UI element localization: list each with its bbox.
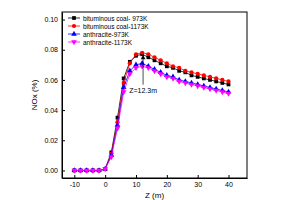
legend-label: anthracite-1173K <box>83 39 133 46</box>
series-marker <box>102 167 108 172</box>
series-marker <box>219 90 225 95</box>
series-marker <box>127 72 133 77</box>
series-marker <box>226 92 232 97</box>
series-marker <box>202 73 206 77</box>
series-line <box>74 53 228 171</box>
series-marker <box>208 75 212 79</box>
y-axis-title: NOx (%) <box>30 79 39 110</box>
series-marker <box>213 89 219 94</box>
annotation-arrowhead <box>141 55 146 59</box>
legend-marker <box>72 24 76 28</box>
series-line <box>74 63 228 170</box>
series-marker <box>171 64 175 68</box>
x-tick: 0 <box>104 175 108 188</box>
chart: -10 0 10 20 30 40 0.00 0.02 0.04 0.06 0.08 0.10 Z=12… <box>0 0 300 200</box>
series-marker <box>182 81 188 86</box>
series-marker <box>115 127 121 132</box>
series-marker <box>84 169 90 174</box>
annotation-text: Z=12.3m <box>129 87 157 94</box>
y-tick-label: 0.06 <box>44 77 58 84</box>
series-marker <box>207 87 213 92</box>
x-tick-label: 0 <box>104 181 108 188</box>
series-line <box>74 66 228 170</box>
series-marker <box>96 169 102 174</box>
series-marker <box>195 84 201 89</box>
series-marker <box>214 76 218 80</box>
series-marker <box>165 61 169 65</box>
x-tick-label: 40 <box>225 181 233 188</box>
legend-marker <box>72 16 76 20</box>
plot-frame <box>62 12 247 178</box>
x-tick: 30 <box>194 175 202 188</box>
series-marker <box>139 60 145 65</box>
series-marker <box>183 69 187 73</box>
series <box>71 65 231 174</box>
data-area <box>71 51 231 174</box>
legend-entry: anthracite-1173K <box>68 39 133 46</box>
y-tick-label: 0.02 <box>44 137 58 144</box>
series-marker <box>226 79 230 83</box>
series-marker <box>158 72 164 77</box>
y-tick-label: 0.10 <box>44 16 58 23</box>
series-marker <box>189 70 193 74</box>
x-tick: -10 <box>70 175 80 188</box>
x-tick-label: 20 <box>163 181 171 188</box>
series-marker <box>90 169 96 174</box>
series-marker <box>121 90 127 95</box>
series-marker <box>152 69 158 74</box>
legend-marker <box>71 40 77 45</box>
y-tick-label: 0.00 <box>44 167 58 174</box>
series-marker <box>159 58 163 62</box>
legend: bituminous coal- 973Kbituminous coal-117… <box>68 15 149 46</box>
legend-marker <box>71 31 77 36</box>
y-tick-label: 0.08 <box>44 46 58 53</box>
legend-label: bituminous coal-1173K <box>83 23 149 30</box>
x-axis: -10 0 10 20 30 40 <box>63 175 248 188</box>
series-marker <box>71 169 77 174</box>
legend-entry: bituminous coal-1173K <box>68 23 149 30</box>
legend-label: anthracite-973K <box>83 31 130 38</box>
series <box>72 52 230 172</box>
series-marker <box>152 55 156 59</box>
x-tick: 20 <box>163 175 171 188</box>
x-tick-label: 30 <box>194 181 202 188</box>
series-marker <box>201 86 207 91</box>
series-marker <box>220 78 224 82</box>
series-marker <box>170 77 176 82</box>
legend-entry: anthracite-973K <box>68 31 130 38</box>
series <box>72 51 230 173</box>
series-marker <box>78 169 84 174</box>
x-axis-title: Z (m) <box>145 191 164 200</box>
series-marker <box>133 66 139 71</box>
series-marker <box>134 52 138 56</box>
series-marker <box>177 66 181 70</box>
y-tick-label: 0.04 <box>44 107 58 114</box>
legend-entry: bituminous coal- 973K <box>68 15 148 22</box>
x-tick-label: 10 <box>133 181 141 188</box>
x-tick: 10 <box>133 175 141 188</box>
series-marker <box>164 75 170 80</box>
annotation-arrow <box>143 57 144 85</box>
x-tick: 40 <box>225 175 233 188</box>
series-marker <box>176 80 182 85</box>
series <box>71 60 231 172</box>
plot: -10 0 10 20 30 40 0.00 0.02 0.04 0.06 0.08 0.10 Z=12… <box>44 12 247 188</box>
series-marker <box>145 66 151 71</box>
legend-label: bituminous coal- 973K <box>83 15 148 22</box>
series-marker <box>146 52 150 56</box>
series-marker <box>108 155 114 160</box>
series-marker <box>128 61 132 65</box>
series-marker <box>140 51 144 55</box>
series-marker <box>133 62 139 67</box>
series-marker <box>189 83 195 88</box>
annotation: Z=12.3m <box>129 55 157 94</box>
series-marker <box>139 65 145 70</box>
series-line <box>74 54 228 170</box>
x-tick-label: -10 <box>70 181 80 188</box>
series-marker <box>196 72 200 76</box>
